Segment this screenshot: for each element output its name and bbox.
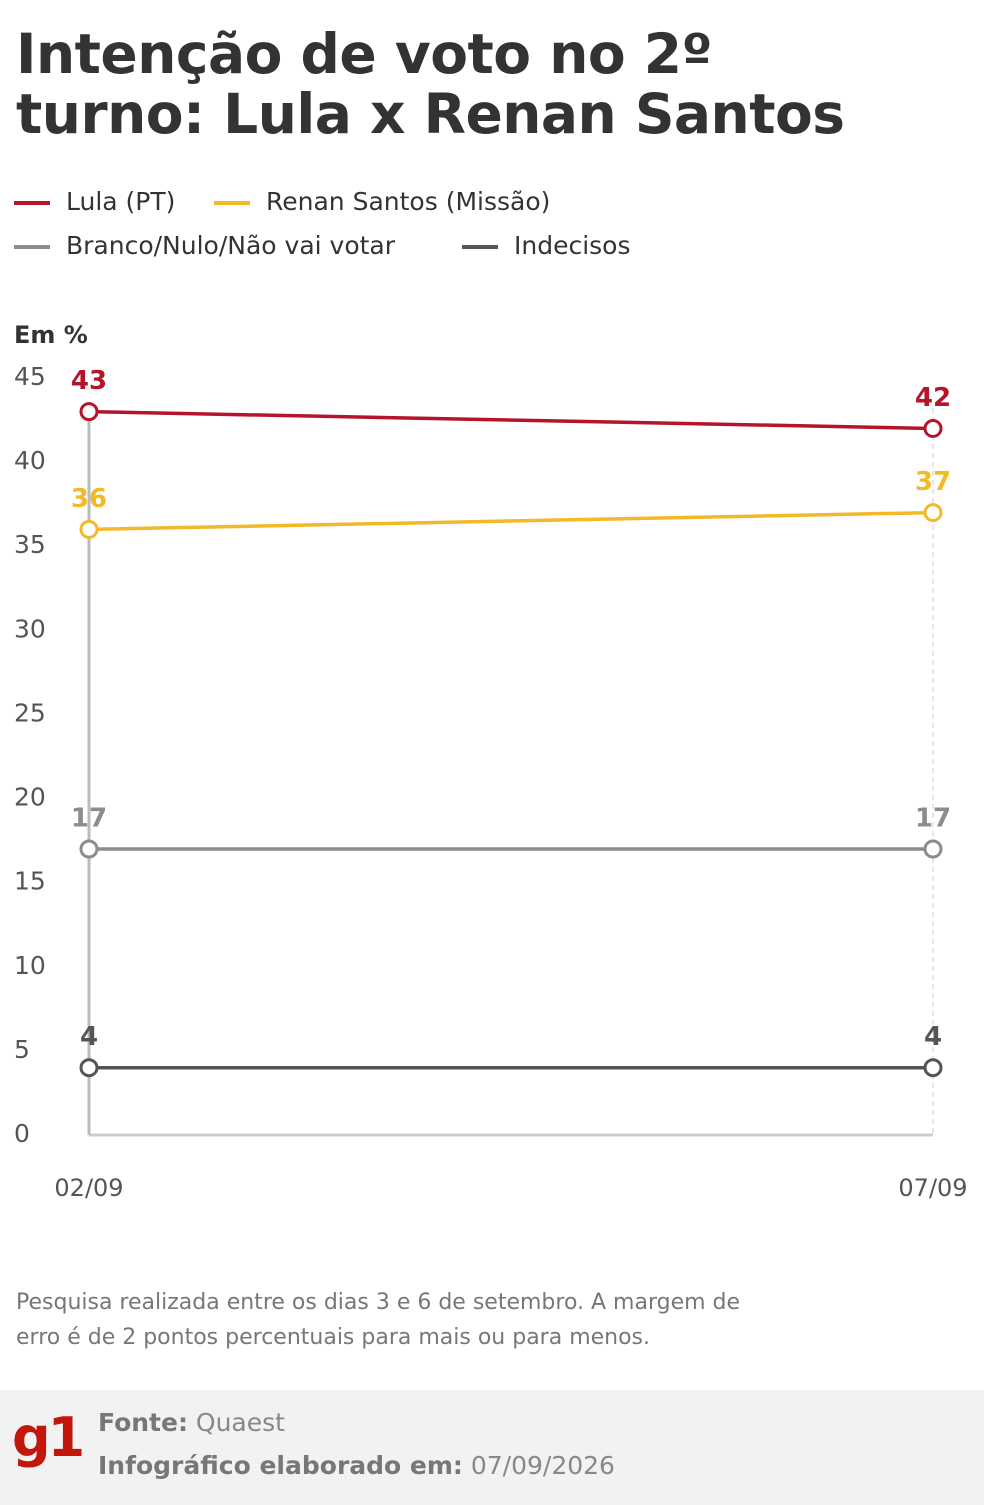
logo: g1	[12, 1406, 85, 1469]
footer: g1 Fonte: Quaest Infográfico elaborado e…	[0, 1390, 984, 1505]
point	[79, 1058, 99, 1078]
data-label: 43	[71, 366, 107, 396]
legend-label: Renan Santos (Missão)	[266, 187, 550, 216]
y-tick-label: 45	[14, 362, 46, 391]
x-tick-label: 02/09	[54, 1174, 123, 1202]
data-label: 37	[915, 467, 951, 497]
point	[923, 839, 943, 859]
data-label: 4	[924, 1022, 942, 1052]
point	[923, 503, 943, 523]
data-label: 42	[915, 383, 951, 413]
point	[79, 839, 99, 859]
date-label: Infográfico elaborado em:	[98, 1451, 463, 1480]
source-line: Fonte: Quaest	[98, 1408, 285, 1437]
y-axis-label: Em %	[14, 321, 88, 349]
data-label: 36	[71, 484, 107, 514]
legend-label: Branco/Nulo/Não vai votar	[66, 231, 396, 260]
chart: Lula (PT) Renan Santos (Missão) Branco/Nul…	[14, 187, 968, 1202]
y-tick-label: 30	[14, 614, 46, 643]
point	[923, 418, 943, 438]
y-tick-label: 5	[14, 1035, 30, 1064]
point	[923, 1058, 943, 1078]
source-label: Fonte:	[98, 1408, 188, 1437]
chart-title: Intenção de voto no 2º turno: Lula x Ren…	[16, 22, 845, 146]
point	[79, 402, 99, 422]
series-line	[88, 409, 934, 431]
source: Quaest	[195, 1408, 285, 1437]
date: 07/09/2026	[470, 1451, 615, 1480]
y-tick-label: 10	[14, 951, 46, 980]
y-tick-label: 25	[14, 698, 46, 727]
y-tick-label: 0	[14, 1119, 30, 1148]
series-line	[88, 510, 934, 532]
data-label: 4	[80, 1022, 98, 1052]
note: Pesquisa realizada entre os dias 3 e 6 d…	[16, 1290, 741, 1350]
date-line: Infográfico elaborado em: 07/09/2026	[98, 1451, 615, 1480]
y-tick-label: 20	[14, 783, 46, 812]
data-label: 17	[915, 804, 951, 834]
legend-label: Indecisos	[514, 231, 631, 260]
y-tick-label: 35	[14, 530, 46, 559]
point	[79, 519, 99, 539]
x-tick-label: 07/09	[898, 1174, 967, 1202]
legend-label: Lula (PT)	[66, 187, 175, 216]
y-tick-label: 15	[14, 867, 46, 896]
data-label: 17	[71, 804, 107, 834]
y-tick-label: 40	[14, 446, 46, 475]
